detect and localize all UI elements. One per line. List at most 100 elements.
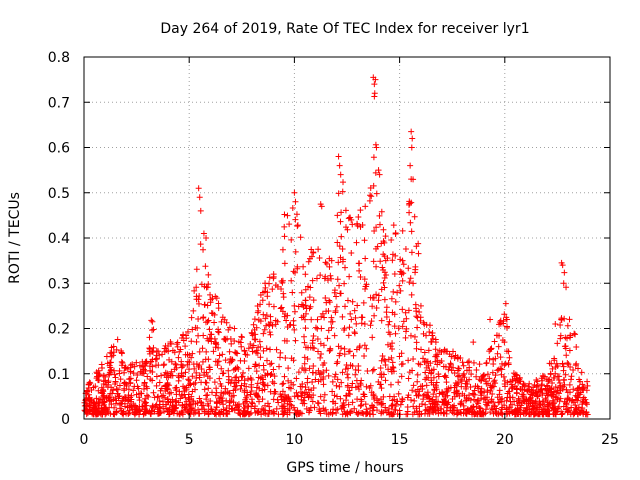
data-point-marker <box>378 400 385 407</box>
data-point-marker <box>281 233 288 240</box>
data-point-marker <box>336 162 343 169</box>
data-point-marker <box>91 400 98 407</box>
data-point-marker <box>238 333 245 340</box>
data-point-marker <box>342 264 349 271</box>
data-point-marker <box>446 351 453 358</box>
data-point-marker <box>112 400 119 407</box>
data-point-marker <box>357 403 364 410</box>
data-point-marker <box>338 233 345 240</box>
y-tick-label: 0.1 <box>48 367 70 383</box>
data-point-marker <box>438 349 445 356</box>
data-point-marker <box>451 405 458 412</box>
data-point-marker <box>390 368 397 375</box>
data-point-marker <box>292 216 299 223</box>
data-point-marker <box>159 351 166 358</box>
data-point-marker <box>241 405 248 412</box>
data-point-marker <box>149 356 156 363</box>
data-point-marker <box>188 314 195 321</box>
data-point-marker <box>495 366 502 373</box>
data-point-marker <box>460 370 467 377</box>
data-point-marker <box>394 289 401 296</box>
data-point-marker <box>553 360 560 367</box>
data-point-marker <box>414 378 421 385</box>
data-point-marker <box>361 353 368 360</box>
data-point-marker <box>563 335 570 342</box>
data-point-marker <box>407 219 414 226</box>
data-point-marker <box>397 287 404 294</box>
data-point-marker <box>284 324 291 331</box>
data-point-marker <box>367 322 374 329</box>
data-point-marker <box>478 377 485 384</box>
data-point-marker <box>431 387 438 394</box>
data-point-marker <box>141 406 148 413</box>
data-point-marker <box>189 373 196 380</box>
data-point-marker <box>225 367 232 374</box>
data-point-marker <box>343 361 350 368</box>
data-point-marker <box>431 403 438 410</box>
data-point-marker <box>355 386 362 393</box>
data-point-marker <box>139 363 146 370</box>
data-point-marker <box>288 236 295 243</box>
data-point-marker <box>149 363 156 370</box>
data-point-marker <box>389 257 396 264</box>
data-point-marker <box>491 402 498 409</box>
data-point-marker <box>133 406 140 413</box>
data-point-marker <box>379 264 386 271</box>
data-point-marker <box>267 313 274 320</box>
data-point-marker <box>395 379 402 386</box>
data-point-marker <box>278 286 285 293</box>
data-point-marker <box>542 395 549 402</box>
data-point-marker <box>453 390 460 397</box>
data-point-marker <box>428 370 435 377</box>
data-point-marker <box>148 407 155 414</box>
data-point-marker <box>285 365 292 372</box>
data-point-marker <box>552 393 559 400</box>
data-point-marker <box>349 362 356 369</box>
data-point-marker <box>529 403 536 410</box>
data-point-marker <box>338 379 345 386</box>
data-point-marker <box>218 318 225 325</box>
data-point-marker <box>203 396 210 403</box>
data-point-marker <box>226 359 233 366</box>
data-point-marker <box>214 358 221 365</box>
data-point-marker <box>127 380 134 387</box>
data-point-marker <box>402 309 409 316</box>
data-point-marker <box>282 405 289 412</box>
data-point-marker <box>148 317 155 324</box>
data-point-marker <box>505 348 512 355</box>
data-point-marker <box>213 341 220 348</box>
data-point-marker <box>424 358 431 365</box>
data-point-marker <box>513 386 520 393</box>
data-point-marker <box>259 387 266 394</box>
data-point-marker <box>509 394 516 401</box>
data-point-marker <box>231 325 238 332</box>
data-point-marker <box>191 407 198 414</box>
data-points <box>81 74 591 418</box>
data-point-marker <box>414 386 421 393</box>
data-point-marker <box>329 378 336 385</box>
data-point-marker <box>478 392 485 399</box>
axis-ticks: 0 5 10 15 20 25 0 0.1 0.2 0.3 0.4 0.5 0.6 0.7 0.8 <box>48 50 619 448</box>
data-point-marker <box>146 350 153 357</box>
data-point-marker <box>250 321 257 328</box>
data-point-marker <box>166 356 173 363</box>
data-point-marker <box>498 410 505 417</box>
data-point-marker <box>391 396 398 403</box>
data-point-marker <box>356 343 363 350</box>
data-point-marker <box>328 257 335 264</box>
data-point-marker <box>492 408 499 415</box>
data-point-marker <box>371 227 378 234</box>
data-point-marker <box>364 368 371 375</box>
data-point-marker <box>460 402 467 409</box>
data-point-marker <box>130 387 137 394</box>
data-point-marker <box>355 260 362 267</box>
data-point-marker <box>220 370 227 377</box>
data-point-marker <box>205 317 212 324</box>
data-point-marker <box>291 189 298 196</box>
data-point-marker <box>344 409 351 416</box>
data-point-marker <box>552 320 559 327</box>
data-point-marker <box>256 385 263 392</box>
data-point-marker <box>326 297 333 304</box>
data-point-marker <box>391 270 398 277</box>
data-point-marker <box>536 398 543 405</box>
